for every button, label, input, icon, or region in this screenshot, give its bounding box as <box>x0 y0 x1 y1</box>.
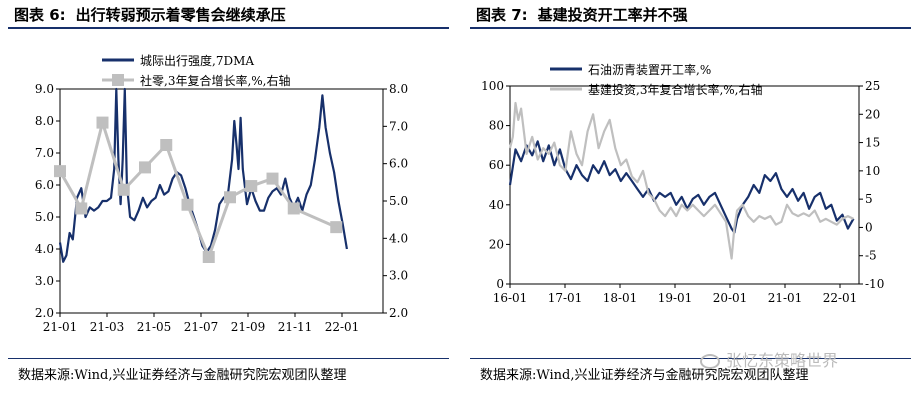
x-tick-label: 21-09 <box>231 320 266 334</box>
series-marker <box>117 183 130 196</box>
y-left-tick-label: 20 <box>489 237 504 251</box>
legend-label: 城际出行强度,7DMA <box>140 53 254 68</box>
y-left-tick-label: 60 <box>489 158 504 172</box>
x-tick-label: 21-01 <box>768 291 803 305</box>
y-right-tick-label: 10 <box>865 164 880 178</box>
x-tick-label: 18-01 <box>603 291 638 305</box>
series-marker <box>75 202 88 215</box>
series-line-2 <box>508 101 854 260</box>
y-left-tick-label: 40 <box>489 198 504 212</box>
wechat-icon <box>700 354 720 369</box>
y-right-tick-label: -5 <box>865 249 877 263</box>
y-left-tick-label: 8.0 <box>35 114 54 128</box>
y-right-tick-label: 5 <box>865 192 873 206</box>
y-left-tick-label: 100 <box>481 79 504 93</box>
y-left-tick-label: 3.0 <box>35 274 54 288</box>
watermark-text: 张忆东策略世界 <box>726 351 839 370</box>
y-right-tick-label: 3.0 <box>389 269 408 283</box>
plot-frame <box>509 85 860 285</box>
x-tick-label: 21-03 <box>90 320 125 334</box>
series-marker <box>139 161 151 174</box>
chart-left: 2.0 3.0 4.0 5.0 6.0 7.0 8.0 9.0 2.0 3.0 4.0 5.0 6.0 7… <box>35 53 408 334</box>
legend-label: 石油沥青装置开工率,% <box>588 62 711 77</box>
y-left-tick-label: 80 <box>489 119 504 133</box>
chart-title-left: 图表 6: 出行转弱预示着零售会继续承压 <box>14 4 286 25</box>
source-note: 数据来源:Wind,兴业证券经济与金融研究院宏观团队整理 <box>480 368 809 383</box>
y-left-tick-label: 9.0 <box>35 82 54 96</box>
x-tick-label: 20-01 <box>713 291 748 305</box>
series-line-1 <box>508 140 855 234</box>
x-tick-label: 21-07 <box>184 320 219 334</box>
y-left-tick-label: 5.0 <box>35 210 54 224</box>
series-marker <box>266 172 279 185</box>
bottom-rule <box>470 358 911 359</box>
figure-title: 基建投资开工率并不强 <box>537 6 688 24</box>
figure-label: 图表 6: <box>14 6 66 24</box>
y-right-tick-label: -10 <box>865 277 884 291</box>
y-right-tick-label: 5.0 <box>389 194 408 208</box>
series-marker <box>330 221 343 234</box>
legend-marker <box>112 74 124 86</box>
series-marker <box>181 198 194 211</box>
x-tick-label: 22-01 <box>823 291 858 305</box>
y-right-tick-label: 0 <box>865 220 873 234</box>
x-tick-label: 22-01 <box>325 320 360 334</box>
series-line-2 <box>58 121 337 259</box>
x-tick-label: 21-05 <box>137 320 172 334</box>
y-right-tick-label: 2.0 <box>389 306 408 320</box>
chart-right: 0 20 40 60 80 100 -10 -5 0 5 10 15 20 25 16-01 17-01 18-… <box>481 62 884 305</box>
y-right-tick-label: 4.0 <box>389 231 408 245</box>
y-left-tick-label: 0 <box>496 277 504 291</box>
series-marker <box>287 202 300 215</box>
y-right-tick-label: 15 <box>865 136 880 150</box>
series-line-1 <box>58 87 348 263</box>
x-tick-label: 16-01 <box>493 291 528 305</box>
series-marker <box>202 251 215 263</box>
y-right-tick-label: 8.0 <box>389 82 408 96</box>
series-marker <box>96 116 109 129</box>
watermark: 张忆东策略世界 <box>700 347 838 371</box>
series-marker <box>54 165 66 178</box>
title-rule <box>470 27 911 29</box>
x-tick-label: 21-01 <box>43 320 78 334</box>
series-marker <box>224 191 236 204</box>
y-left-tick-label: 7.0 <box>35 146 54 160</box>
y-right-tick-label: 25 <box>865 79 880 93</box>
title-rule <box>8 27 449 29</box>
y-left-tick-label: 4.0 <box>35 242 54 256</box>
legend-label: 基建投资,3年复合增长率,%,右轴 <box>588 82 762 97</box>
y-right-tick-label: 7.0 <box>389 119 408 133</box>
bottom-rule <box>8 358 449 359</box>
chart-panel-right: 图表 7: 基建投资开工率并不强 0 20 40 60 80 100 -10 -5 0 5 10 15 2… <box>462 0 917 383</box>
x-tick-label: 21-11 <box>278 320 313 334</box>
x-tick-label: 17-01 <box>548 291 583 305</box>
series-marker <box>160 139 173 151</box>
series-marker <box>245 180 258 193</box>
source-note: 数据来源:Wind,兴业证券经济与金融研究院宏观团队整理 <box>18 368 347 383</box>
chart-panel-left: 图表 6: 出行转弱预示着零售会继续承压 2.0 3.0 4.0 5.0 6.0 7.0 8.… <box>0 0 455 383</box>
legend-label: 社零,3年复合增长率,%,右轴 <box>140 73 290 88</box>
y-right-tick-label: 20 <box>865 107 880 121</box>
figure-label: 图表 7: <box>476 6 528 24</box>
y-left-tick-label: 2.0 <box>35 306 54 320</box>
y-left-tick-label: 6.0 <box>35 178 54 192</box>
chart-title-right: 图表 7: 基建投资开工率并不强 <box>476 4 688 25</box>
figure-title: 出行转弱预示着零售会继续承压 <box>75 6 286 24</box>
x-tick-label: 19-01 <box>658 291 693 305</box>
y-right-tick-label: 6.0 <box>389 157 408 171</box>
